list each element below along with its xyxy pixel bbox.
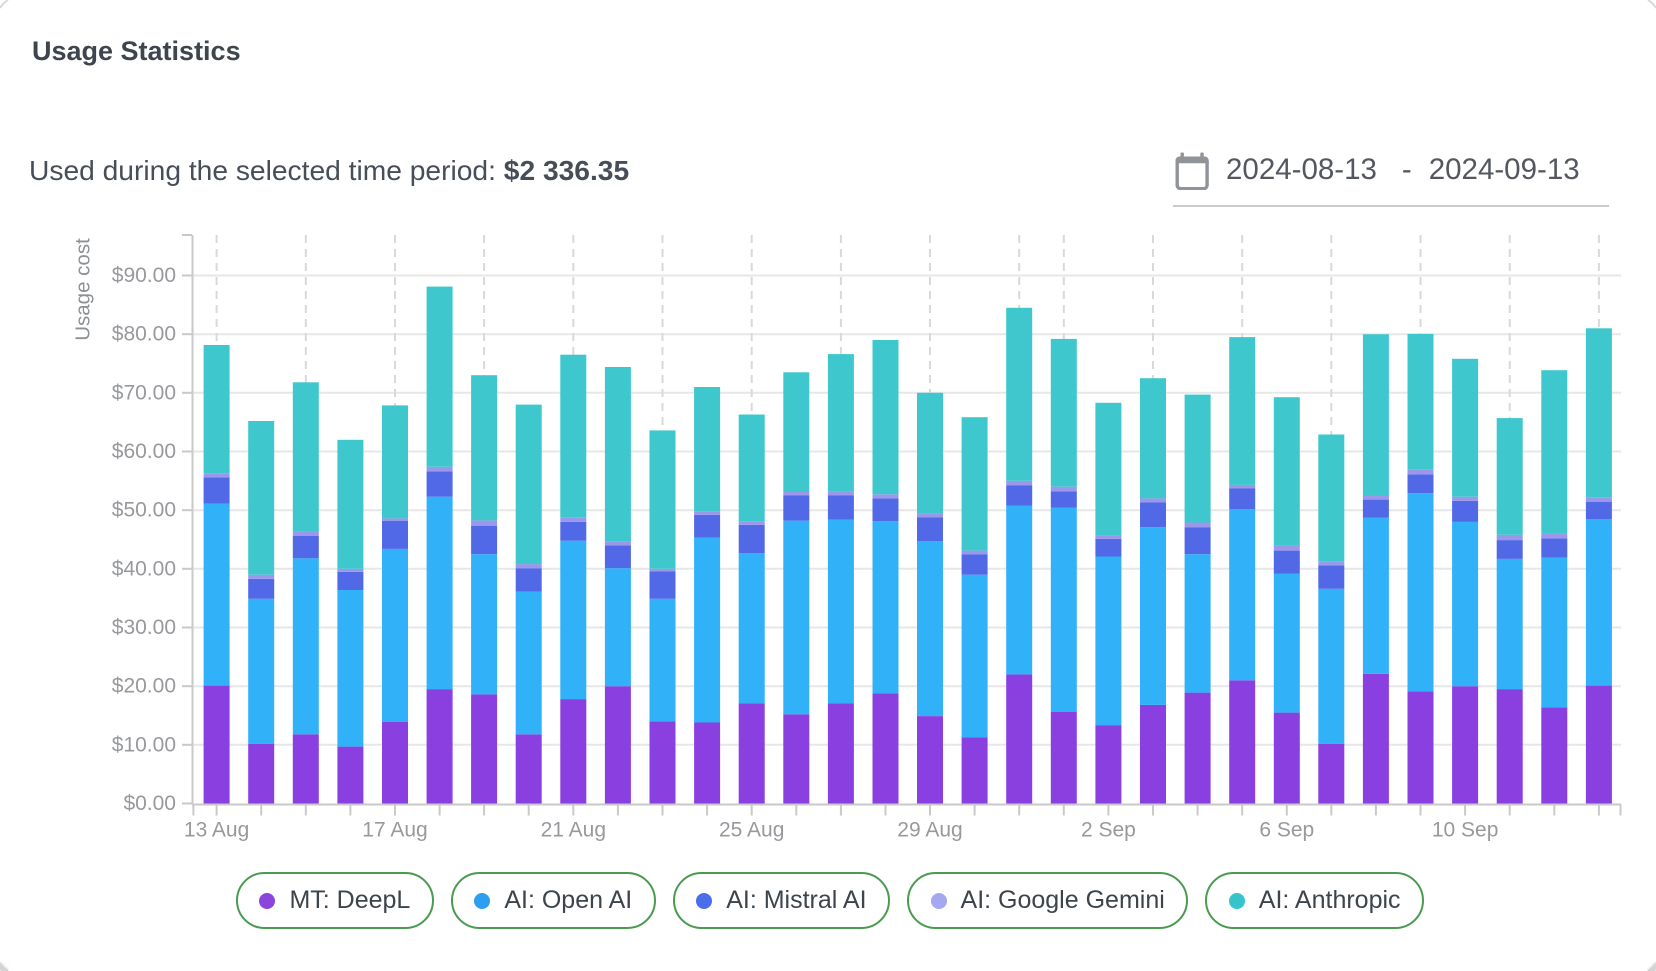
svg-text:$0.00: $0.00 bbox=[123, 792, 176, 815]
svg-text:29 Aug: 29 Aug bbox=[897, 819, 962, 842]
svg-text:17 Aug: 17 Aug bbox=[362, 819, 427, 842]
svg-text:25 Aug: 25 Aug bbox=[719, 819, 784, 842]
svg-text:6 Sep: 6 Sep bbox=[1259, 819, 1314, 842]
svg-text:10 Sep: 10 Sep bbox=[1432, 819, 1499, 842]
svg-text:$10.00: $10.00 bbox=[112, 733, 176, 756]
svg-text:$70.00: $70.00 bbox=[112, 381, 176, 404]
svg-text:21 Aug: 21 Aug bbox=[541, 819, 606, 842]
svg-text:Usage cost: Usage cost bbox=[72, 238, 95, 341]
svg-text:$30.00: $30.00 bbox=[112, 616, 176, 639]
svg-text:$20.00: $20.00 bbox=[112, 675, 176, 698]
svg-text:$60.00: $60.00 bbox=[112, 440, 176, 463]
svg-text:$80.00: $80.00 bbox=[112, 323, 176, 346]
svg-text:$40.00: $40.00 bbox=[112, 557, 176, 580]
svg-text:$90.00: $90.00 bbox=[112, 264, 176, 287]
svg-text:2 Sep: 2 Sep bbox=[1081, 819, 1136, 842]
svg-text:$50.00: $50.00 bbox=[112, 499, 176, 522]
svg-text:13 Aug: 13 Aug bbox=[184, 819, 249, 842]
